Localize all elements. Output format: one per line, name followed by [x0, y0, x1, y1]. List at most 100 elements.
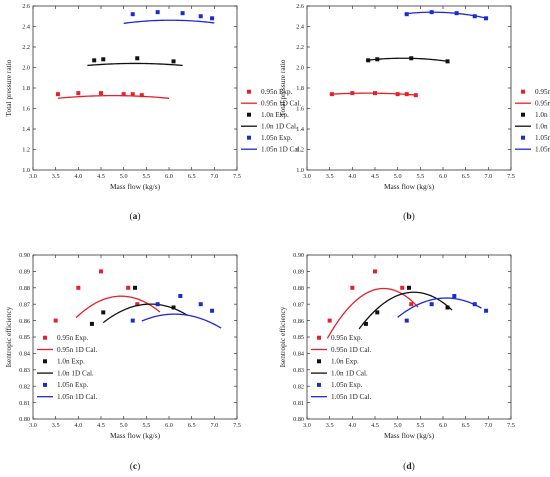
legend-swatch-marker	[521, 135, 525, 140]
x-tick-label: 5.5	[142, 422, 150, 429]
data-point	[484, 308, 489, 313]
legend-label: 0.95n 1D Cal.	[261, 100, 302, 108]
legend-swatch-marker	[247, 89, 251, 94]
y-tick-label: 0.86	[293, 318, 304, 325]
data-point	[99, 91, 103, 96]
series-curve-0-95n-1d-cal-	[75, 295, 161, 319]
x-tick-label: 5.5	[416, 422, 424, 429]
x-tick-label: 7.5	[507, 422, 515, 429]
y-tick-label: 2.2	[296, 44, 304, 51]
x-tick-label: 7.5	[233, 173, 241, 180]
y-tick-label: 0.89	[293, 269, 304, 276]
data-point	[135, 302, 140, 307]
data-point	[445, 59, 450, 64]
panel-caption: (b)	[403, 211, 415, 222]
chart-panel-2: 3.0 3.5 4.0 4.5 5.0 5.5 6.0 6.5 7.0 7.5 1.0 1.2 1.4 1…	[278, 3, 550, 222]
y-tick-label: 0.88	[19, 285, 30, 292]
legend-swatch-marker	[247, 112, 251, 117]
legend-swatch-marker	[43, 382, 47, 387]
y-tick-label: 2.4	[22, 24, 30, 31]
panel-caption: (a)	[129, 211, 140, 222]
legend-label: 1.05n 1D Cal.	[261, 146, 302, 154]
data-point	[452, 294, 457, 298]
y-tick-label: 1.6	[22, 106, 30, 113]
x-tick-label: 5.0	[394, 173, 402, 180]
legend-label: 0.95n Exp.	[535, 88, 550, 96]
x-tick-label: 3.5	[326, 422, 334, 429]
chart-panel-1: 3.0 3.5 4.0 4.5 5.0 5.5 6.0 6.5 7.0 7.51.01.21.41…	[4, 3, 302, 222]
legend-swatch-marker	[317, 382, 321, 387]
legend-swatch-marker	[521, 89, 525, 94]
y-tick-label: 0.83	[293, 367, 304, 374]
x-tick-label: 6.5	[188, 422, 196, 429]
y-tick-label: 1.0	[296, 167, 304, 174]
chart-panel-3: 3.0 3.5 4.0 4.5 5.0 5.5 6.0 6.5 7.0 7.5 0.80 0.81 0.…	[4, 252, 241, 472]
data-point	[76, 91, 81, 96]
x-tick-label: 5.0	[120, 422, 128, 429]
y-tick-label: 0.80	[19, 416, 30, 423]
x-tick-label: 5.5	[142, 173, 150, 180]
x-axis-title: Mass flow (kg/s)	[384, 431, 435, 440]
data-point	[53, 318, 58, 323]
y-tick-label: 0.90	[293, 252, 304, 259]
y-tick-label: 0.81	[19, 400, 30, 407]
plot-frame	[306, 5, 512, 171]
legend-label: 1.0n 1D Cal.	[331, 369, 368, 377]
data-point	[400, 285, 405, 290]
series-curve-1-05n-1d-cal-	[397, 297, 482, 318]
x-tick-label: 7.0	[484, 173, 492, 180]
legend-label: 1.05n Exp.	[535, 134, 550, 142]
x-tick-label: 7.0	[484, 422, 492, 429]
legend-swatch-marker	[247, 135, 251, 140]
data-point	[409, 302, 414, 307]
x-tick-label: 3.0	[29, 422, 37, 429]
data-point	[76, 285, 81, 290]
legend-label: 0.95n Exp.	[261, 88, 293, 96]
x-tick-label: 3.0	[29, 173, 37, 180]
data-point	[155, 302, 160, 307]
legend-label: 1.05n 1D Cal.	[57, 393, 98, 401]
x-tick-label: 3.5	[52, 422, 60, 429]
y-tick-label: 2.2	[22, 44, 30, 51]
y-tick-label: 0.88	[293, 285, 304, 292]
y-tick-label: 0.87	[19, 301, 30, 308]
series-curve-1-05n-1d-cal-	[404, 11, 487, 19]
y-tick-label: 0.80	[293, 416, 304, 423]
x-tick-label: 4.5	[97, 422, 105, 429]
data-point	[171, 305, 176, 310]
y-tick-label: 2.0	[296, 65, 304, 72]
x-tick-label: 7.5	[507, 173, 515, 180]
y-axis-title: Isentropic efficiency	[278, 306, 287, 367]
legend-swatch-marker	[521, 112, 525, 117]
legend-label: 0.95n 1D Cal.	[331, 346, 372, 354]
x-tick-label: 3.0	[303, 173, 311, 180]
data-point	[139, 93, 144, 98]
panel-caption: (c)	[130, 461, 141, 472]
legend-label: 1.0n Exp.	[57, 358, 85, 366]
y-tick-label: 0.87	[293, 301, 304, 308]
y-tick-label: 0.86	[19, 318, 30, 325]
y-tick-label: 0.85	[293, 334, 304, 341]
y-tick-label: 0.84	[293, 351, 304, 358]
data-point	[130, 92, 135, 97]
y-tick-label: 1.6	[296, 106, 304, 113]
y-tick-label: 1.0	[22, 167, 30, 174]
x-tick-label: 6.0	[165, 173, 173, 180]
x-tick-label: 4.0	[348, 173, 356, 180]
y-tick-label: 0.83	[19, 367, 30, 374]
y-tick-label: 2.0	[22, 65, 30, 72]
series-curve-1-0n-1d-cal-	[102, 303, 188, 324]
y-tick-label: 1.2	[22, 147, 30, 154]
series-curve-1-0n-1d-cal-	[365, 57, 448, 62]
legend-label: 1.05n Exp.	[261, 134, 293, 142]
data-point	[121, 92, 126, 97]
y-tick-label: 0.85	[19, 334, 30, 341]
y-tick-label: 0.84	[19, 351, 30, 358]
x-tick-label: 7.5	[233, 422, 241, 429]
data-point	[101, 57, 106, 62]
data-point	[171, 59, 176, 64]
y-tick-label: 0.81	[293, 400, 304, 407]
x-tick-label: 4.0	[74, 173, 82, 180]
x-tick-label: 4.0	[74, 422, 82, 429]
